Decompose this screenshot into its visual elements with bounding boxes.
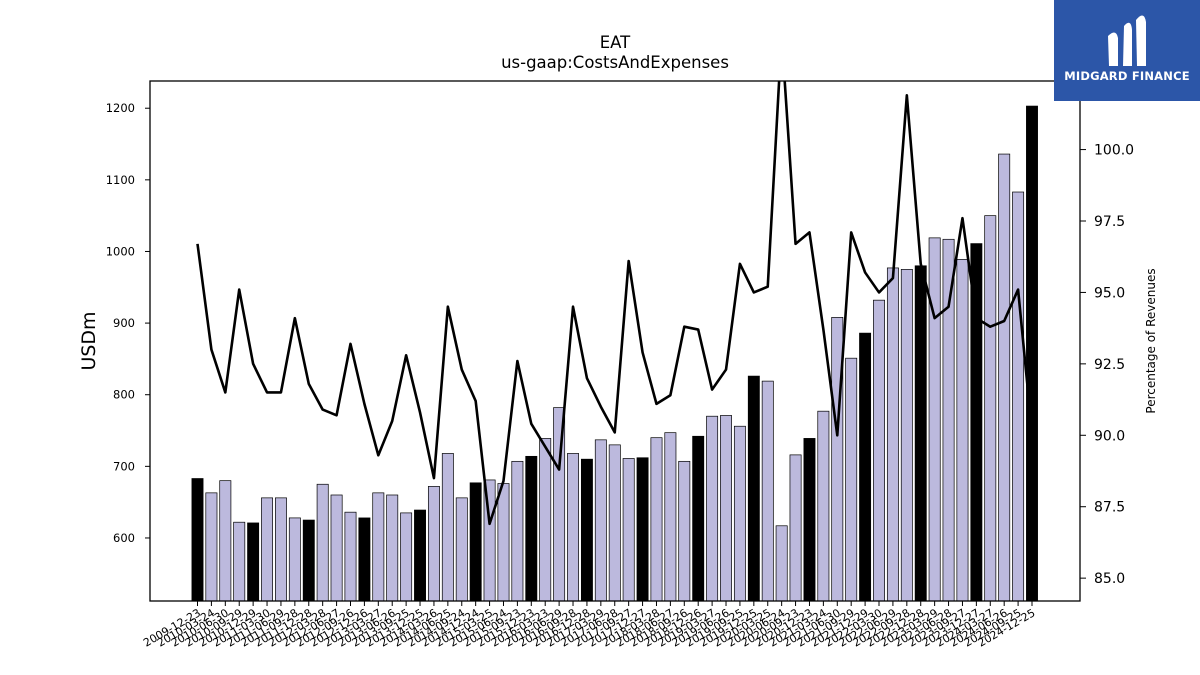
y-tick-label: 1200 — [106, 101, 135, 115]
bar — [845, 357, 858, 602]
bar — [427, 486, 440, 602]
bar — [455, 497, 468, 602]
bar — [469, 482, 482, 602]
bar — [358, 517, 371, 602]
bar — [302, 519, 315, 602]
y-axis-right: 85.0 87.5 90.0 92.5 95.0 97.5 100.0 — [1080, 143, 1134, 587]
bars-group — [191, 105, 1038, 602]
bar — [372, 492, 385, 602]
bar — [803, 438, 816, 602]
bar — [900, 269, 913, 602]
bar — [567, 453, 579, 602]
bar — [747, 375, 760, 602]
bar — [608, 444, 621, 602]
y-tick-label: 800 — [113, 388, 135, 402]
bar — [386, 494, 399, 602]
bar — [636, 457, 649, 602]
bar — [288, 517, 301, 602]
bar — [247, 522, 260, 602]
bar — [511, 460, 524, 602]
bar — [497, 483, 510, 602]
x-axis: 2009-12-232010-03-242010-06-302010-09-29… — [141, 601, 1038, 650]
y2-axis-label: Percentage of Revenues — [1144, 268, 1158, 413]
logo-text: MIDGARD FINANCE — [1064, 69, 1190, 83]
bar — [233, 521, 246, 602]
bar — [344, 511, 357, 602]
bar — [275, 497, 287, 602]
bar — [914, 265, 927, 602]
bar — [330, 494, 343, 602]
bar — [580, 458, 593, 602]
bar — [692, 435, 705, 602]
y-axis-left: 600 700 800 900 1000 1100 1200 — [106, 101, 150, 545]
bar — [873, 299, 885, 602]
bar — [205, 492, 218, 602]
bar — [817, 410, 830, 602]
bar — [678, 460, 691, 602]
bar — [998, 153, 1011, 602]
y-tick-label: 1100 — [106, 173, 135, 187]
y2-tick-label: 85.0 — [1094, 571, 1125, 587]
y2-tick-label: 90.0 — [1094, 428, 1125, 444]
bar — [789, 454, 802, 602]
chart-subtitle: us-gaap:CostsAndExpenses — [501, 53, 729, 72]
logo-emblem-icon — [1108, 15, 1146, 67]
bar — [1026, 105, 1038, 602]
bar — [539, 438, 552, 602]
bar — [984, 215, 997, 602]
bar — [219, 480, 232, 602]
bar — [316, 483, 329, 602]
y-axis-label: USDm — [78, 311, 100, 370]
bar — [859, 332, 872, 602]
bar — [525, 455, 538, 602]
bar — [956, 259, 969, 602]
bar — [664, 432, 677, 602]
bar — [720, 415, 732, 602]
bar — [191, 478, 204, 602]
chart-title: EAT — [600, 33, 631, 52]
bar — [775, 525, 788, 602]
bar — [650, 437, 663, 602]
y-tick-label: 700 — [113, 459, 135, 473]
bar — [942, 238, 955, 602]
bar — [761, 380, 774, 602]
bar — [622, 458, 635, 602]
y2-tick-label: 100.0 — [1094, 143, 1134, 159]
bar — [1012, 191, 1025, 602]
bar — [441, 453, 454, 602]
midgard-finance-logo: MIDGARD FINANCE — [1054, 0, 1200, 101]
bar — [400, 512, 413, 602]
line-group — [196, 81, 1034, 526]
bar — [886, 267, 899, 602]
bar — [414, 509, 426, 602]
bar — [706, 415, 719, 602]
y2-tick-label: 95.0 — [1094, 285, 1125, 301]
y2-tick-label: 97.5 — [1094, 214, 1125, 230]
y2-tick-label: 92.5 — [1094, 357, 1125, 373]
y-tick-label: 1000 — [106, 244, 135, 258]
bar — [733, 425, 746, 602]
y-tick-label: 600 — [113, 531, 135, 545]
percentage-line — [196, 81, 1034, 526]
y-tick-label: 900 — [113, 316, 135, 330]
bar — [928, 237, 941, 602]
y2-tick-label: 87.5 — [1094, 500, 1125, 516]
bar — [594, 439, 607, 602]
bar — [261, 497, 273, 602]
